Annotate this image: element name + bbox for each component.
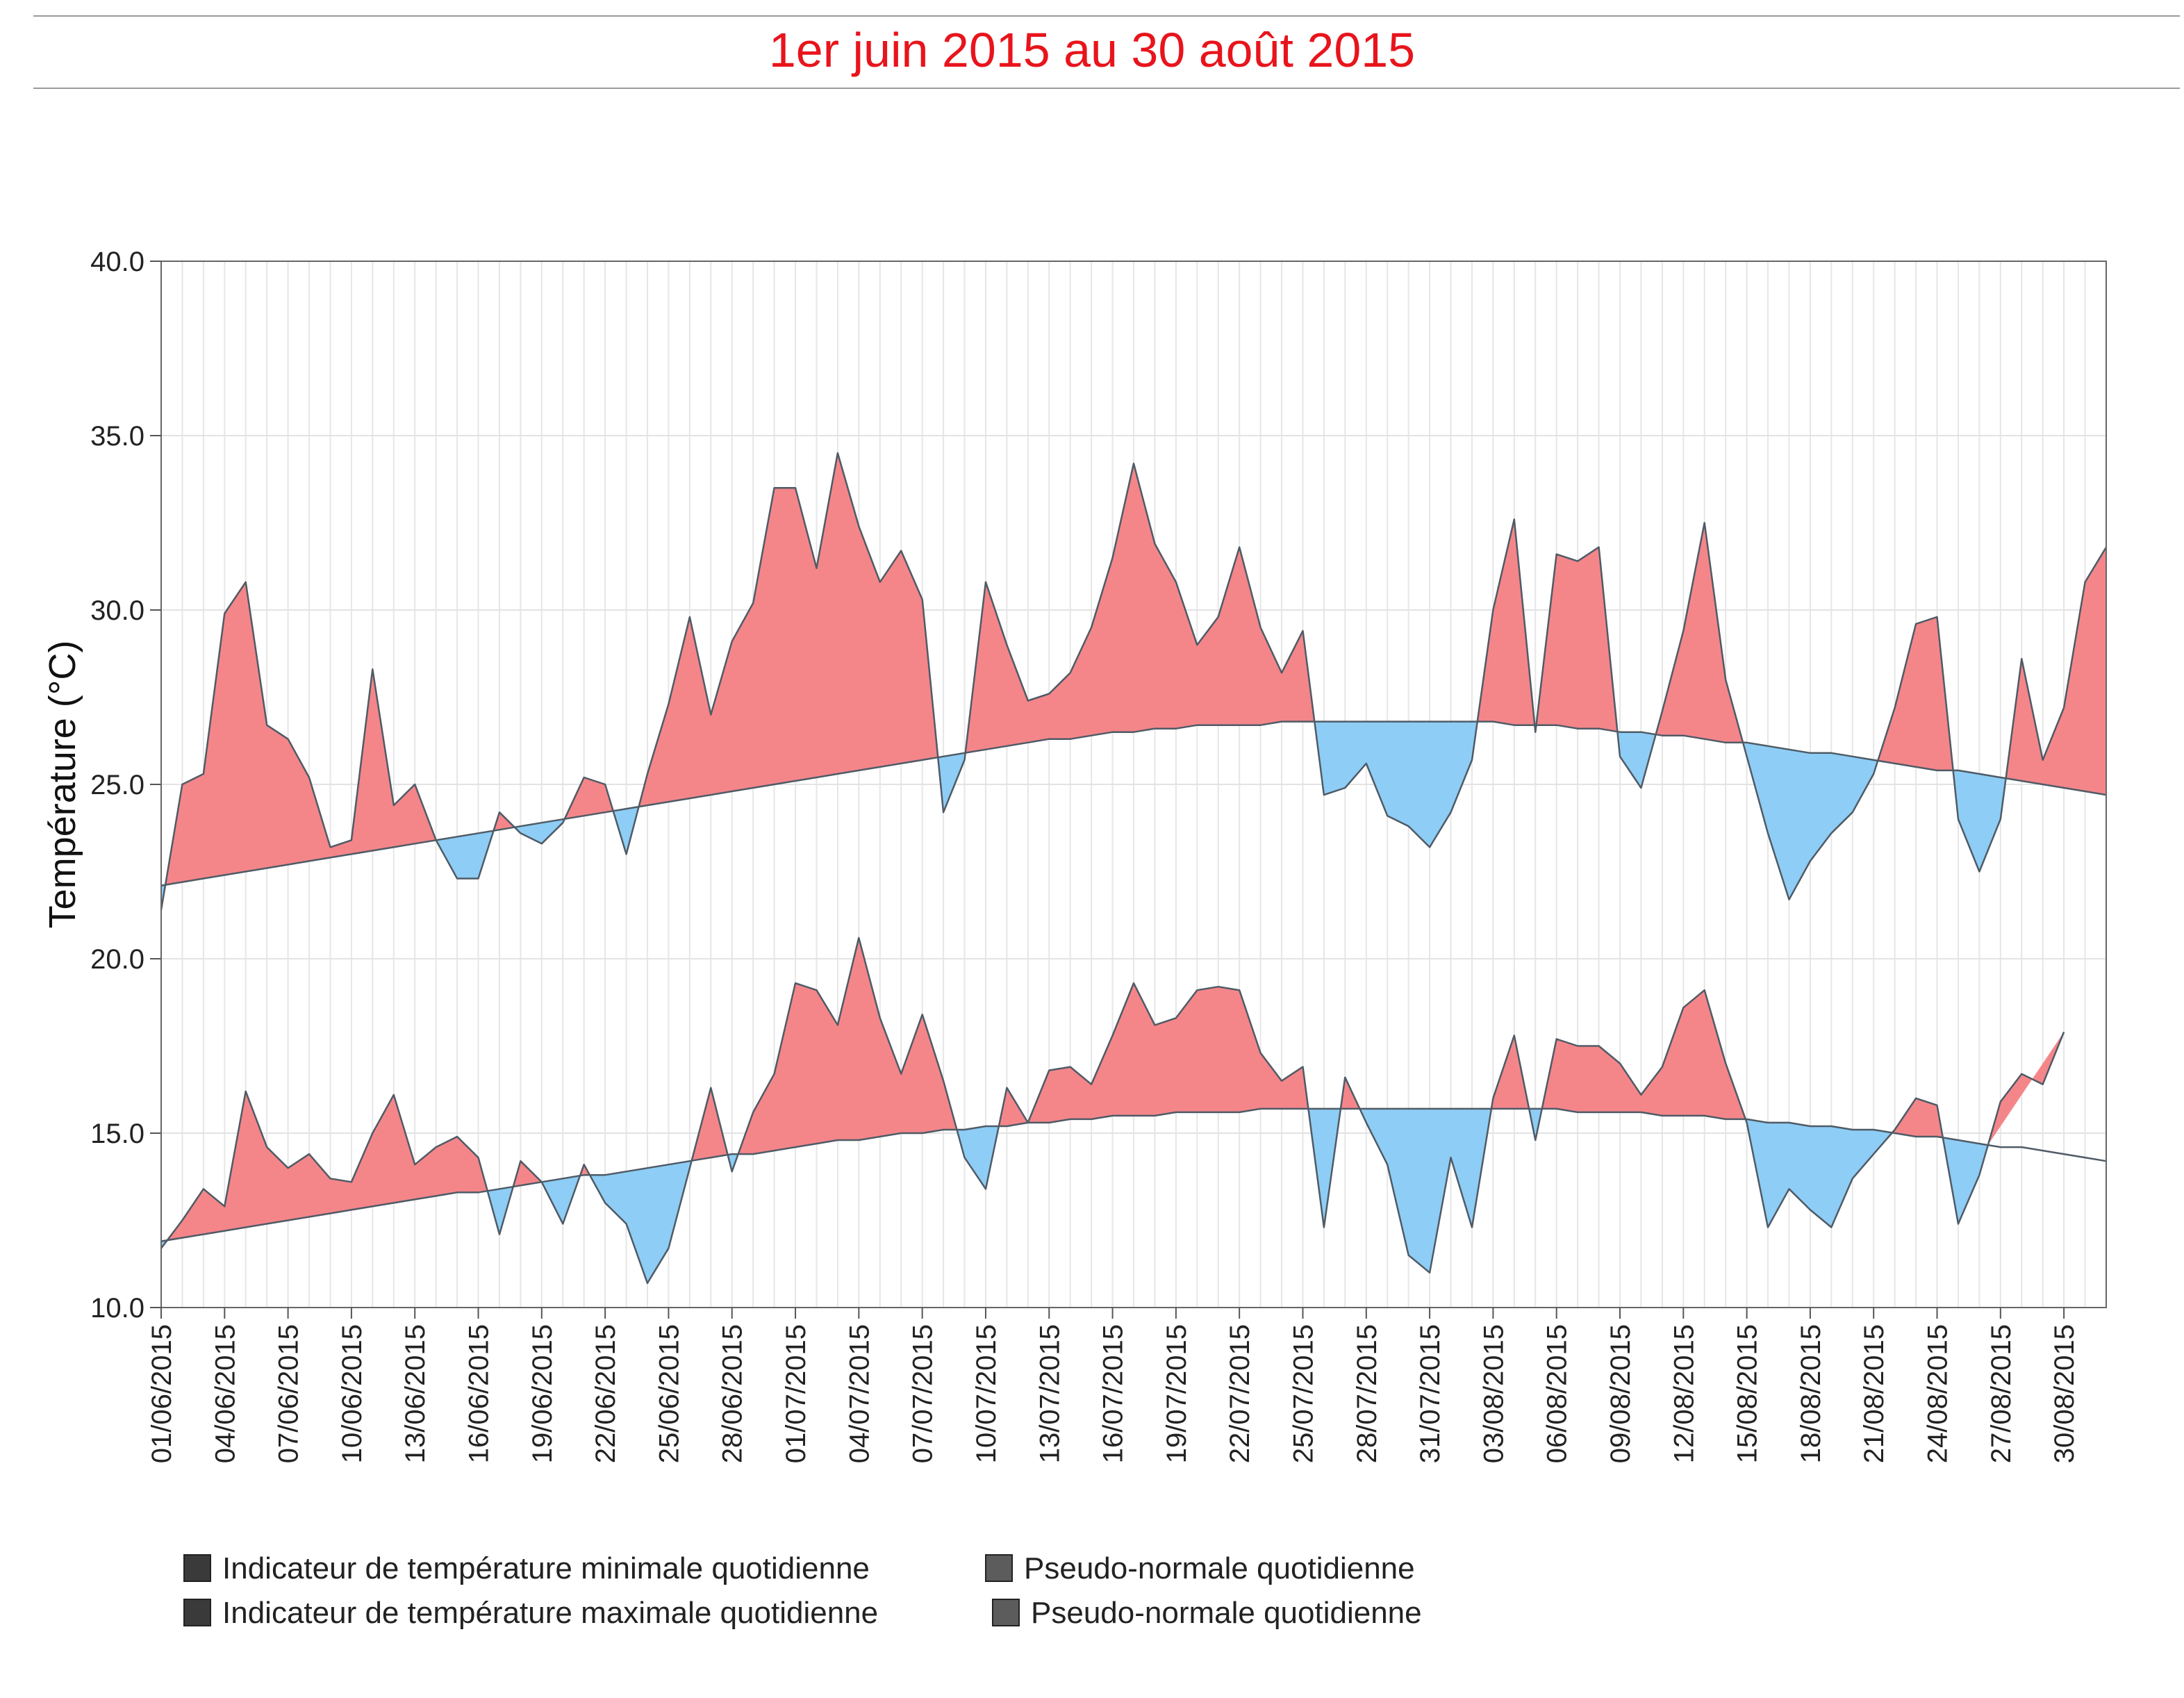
min-temp-above-area (1892, 1098, 1943, 1138)
x-tick-label: 03/08/2015 (1478, 1324, 1509, 1463)
max-temp-above-area (1536, 547, 1618, 732)
x-tick-label: 01/07/2015 (781, 1324, 811, 1463)
x-tick-label: 10/07/2015 (971, 1324, 1002, 1463)
legend-swatch (992, 1599, 1020, 1626)
x-tick-label: 18/08/2015 (1796, 1324, 1826, 1463)
min-temp-below-area (727, 1154, 738, 1172)
y-tick-label: 20.0 (90, 944, 144, 975)
min-temp-indicator-line (160, 937, 2065, 1285)
x-tick-label: 21/08/2015 (1859, 1324, 1889, 1463)
x-tick-label: 24/08/2015 (1923, 1324, 1953, 1463)
legend-label: Indicateur de température maximale quoti… (222, 1596, 879, 1630)
min-temp-below-area (1308, 1108, 1341, 1228)
x-tick-label: 19/06/2015 (527, 1324, 558, 1463)
x-tick-label: 16/07/2015 (1098, 1324, 1129, 1463)
x-tick-label: 31/07/2015 (1415, 1324, 1446, 1463)
max-temp-below-area (1953, 770, 2006, 872)
x-tick-label: 27/08/2015 (1986, 1324, 2017, 1463)
min-temp-below-area (487, 1187, 513, 1235)
x-tick-label: 25/06/2015 (654, 1324, 684, 1463)
x-tick-label: 06/08/2015 (1542, 1324, 1573, 1463)
min-temp-below-area (1359, 1108, 1491, 1273)
max-temp-above-area (1878, 617, 1953, 770)
x-tick-label: 09/08/2015 (1605, 1324, 1636, 1463)
max-temp-normal-line (160, 720, 2107, 887)
x-tick-label: 30/08/2015 (2049, 1324, 2080, 1463)
max-temp-above-area (564, 777, 613, 819)
legend-swatch (183, 1599, 211, 1626)
x-tick-label: 28/07/2015 (1352, 1324, 1382, 1463)
max-temp-below-area (1617, 732, 1656, 788)
y-tick-label: 10.0 (90, 1293, 144, 1324)
x-tick-label: 12/08/2015 (1669, 1324, 1699, 1463)
x-tick-label: 16/06/2015 (464, 1324, 495, 1463)
min-temp-above-area (1341, 1077, 1360, 1109)
x-tick-label: 10/06/2015 (337, 1324, 367, 1463)
legend-swatch (183, 1554, 211, 1582)
min-temp-below-area (590, 1160, 692, 1283)
y-axis: 10.0 15.0 20.0 25.0 30.0 35.0 40.0 (90, 247, 161, 1324)
x-tick-label: 28/06/2015 (718, 1324, 748, 1463)
legend-label: Pseudo-normale quotidienne (1031, 1596, 1422, 1630)
legend-item-min-normal: Pseudo-normale quotidienne (985, 1551, 1415, 1587)
max-temp-above-area (638, 453, 938, 807)
max-temp-above-area (965, 463, 1315, 753)
max-temp-above-area (2005, 547, 2106, 796)
y-tick-label: 35.0 (90, 421, 144, 452)
max-temp-below-area (436, 830, 494, 879)
x-tick-label: 04/06/2015 (210, 1324, 240, 1463)
max-temp-above-area (165, 582, 436, 885)
max-temp-above-area (1477, 519, 1535, 725)
min-temp-above-area (580, 1164, 590, 1176)
legend-label: Indicateur de température minimale quoti… (222, 1551, 870, 1585)
min-temp-above-area (998, 983, 1309, 1126)
min-temp-below-area (1745, 1119, 1892, 1228)
y-tick-label: 30.0 (90, 595, 144, 626)
y-tick-label: 40.0 (90, 247, 144, 277)
max-temp-above-area (1655, 522, 1744, 743)
x-tick-label: 07/07/2015 (908, 1324, 938, 1463)
x-tick-label: 13/06/2015 (400, 1324, 431, 1463)
x-tick-label: 22/07/2015 (1225, 1324, 1255, 1463)
min-temp-below-area (541, 1176, 580, 1224)
legend-item-max-indicator: Indicateur de température maximale quoti… (183, 1595, 878, 1631)
x-tick-label: 07/06/2015 (274, 1324, 304, 1463)
x-tick-label: 22/06/2015 (590, 1324, 621, 1463)
top-rule (33, 15, 2180, 17)
legend-item-max-normal: Pseudo-normale quotidienne (992, 1595, 1422, 1631)
min-temp-above-area (513, 1161, 542, 1187)
series-lines (160, 452, 2108, 1285)
x-tick-label: 25/07/2015 (1288, 1324, 1318, 1463)
x-tick-label: 04/07/2015 (844, 1324, 875, 1463)
x-tick-label: 19/07/2015 (1161, 1324, 1192, 1463)
min-temp-above-area (738, 937, 957, 1155)
max-temp-below-area (938, 752, 966, 813)
min-temp-above-area (1987, 1032, 2065, 1146)
x-tick-label: 13/07/2015 (1034, 1324, 1065, 1463)
y-axis-label: Température (°C) (42, 641, 83, 929)
min-temp-above-area (1541, 990, 1746, 1119)
min-temp-above-area (1491, 1035, 1530, 1109)
min-temp-normal-line (160, 1107, 2107, 1242)
x-tick-label: 15/08/2015 (1732, 1324, 1763, 1463)
y-tick-label: 25.0 (90, 770, 144, 800)
legend-swatch (985, 1554, 1013, 1582)
chart-title: 1er juin 2015 au 30 août 2015 (768, 23, 1416, 77)
min-temp-below-area (1942, 1137, 1988, 1224)
title-rule (33, 88, 2180, 89)
y-tick-label: 15.0 (90, 1119, 144, 1149)
min-temp-above-area (167, 1091, 488, 1241)
max-temp-below-area (1314, 721, 1478, 848)
x-tick-label: 01/06/2015 (147, 1324, 177, 1463)
max-temp-below-area (613, 807, 639, 855)
legend-label: Pseudo-normale quotidienne (1024, 1551, 1415, 1585)
x-axis: 01/06/2015 04/06/2015 07/06/2015 10/06/2015… (147, 1308, 2080, 1463)
temperature-chart: 10.015.020.025.030.035.040.0 01/06/2015 0… (42, 247, 2108, 1463)
legend-item-min-indicator: Indicateur de température minimale quoti… (183, 1551, 870, 1587)
min-temp-below-area (1529, 1108, 1542, 1140)
max-temp-indicator-line (160, 452, 2108, 910)
min-temp-above-area (691, 1087, 728, 1161)
